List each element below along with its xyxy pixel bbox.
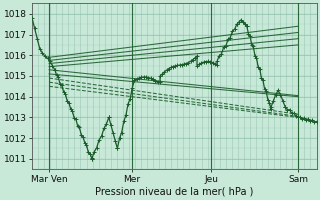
X-axis label: Pression niveau de la mer( hPa ): Pression niveau de la mer( hPa )	[95, 187, 253, 197]
